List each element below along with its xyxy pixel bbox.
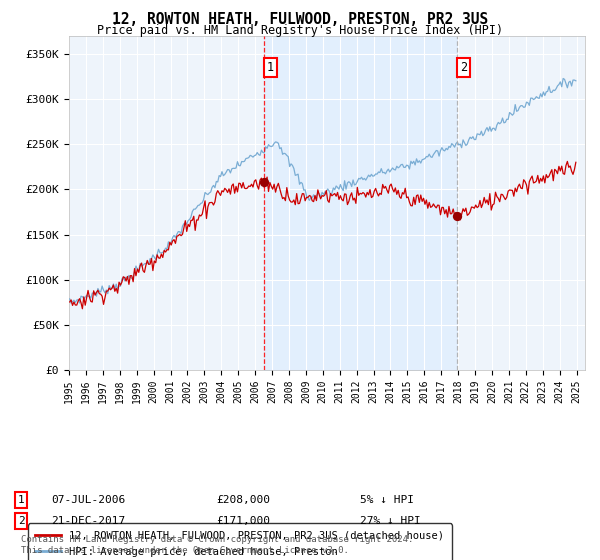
Text: £208,000: £208,000 — [216, 495, 270, 505]
Point — [259, 178, 269, 187]
Text: 07-JUL-2006: 07-JUL-2006 — [51, 495, 125, 505]
Text: 5% ↓ HPI: 5% ↓ HPI — [360, 495, 414, 505]
Text: 27% ↓ HPI: 27% ↓ HPI — [360, 516, 421, 526]
Legend: 12, ROWTON HEATH, FULWOOD, PRESTON, PR2 3US (detached house), HPI: Average price: 12, ROWTON HEATH, FULWOOD, PRESTON, PR2 … — [28, 524, 452, 560]
Text: £171,000: £171,000 — [216, 516, 270, 526]
Text: Price paid vs. HM Land Registry's House Price Index (HPI): Price paid vs. HM Land Registry's House … — [97, 24, 503, 37]
Text: 2: 2 — [17, 516, 25, 526]
Text: 1: 1 — [266, 62, 274, 74]
Text: 2: 2 — [460, 62, 467, 74]
Text: 12, ROWTON HEATH, FULWOOD, PRESTON, PR2 3US: 12, ROWTON HEATH, FULWOOD, PRESTON, PR2 … — [112, 12, 488, 27]
Text: 1: 1 — [17, 495, 25, 505]
Point — [452, 211, 462, 220]
Text: Contains HM Land Registry data © Crown copyright and database right 2024.
This d: Contains HM Land Registry data © Crown c… — [21, 535, 413, 554]
Text: 21-DEC-2017: 21-DEC-2017 — [51, 516, 125, 526]
